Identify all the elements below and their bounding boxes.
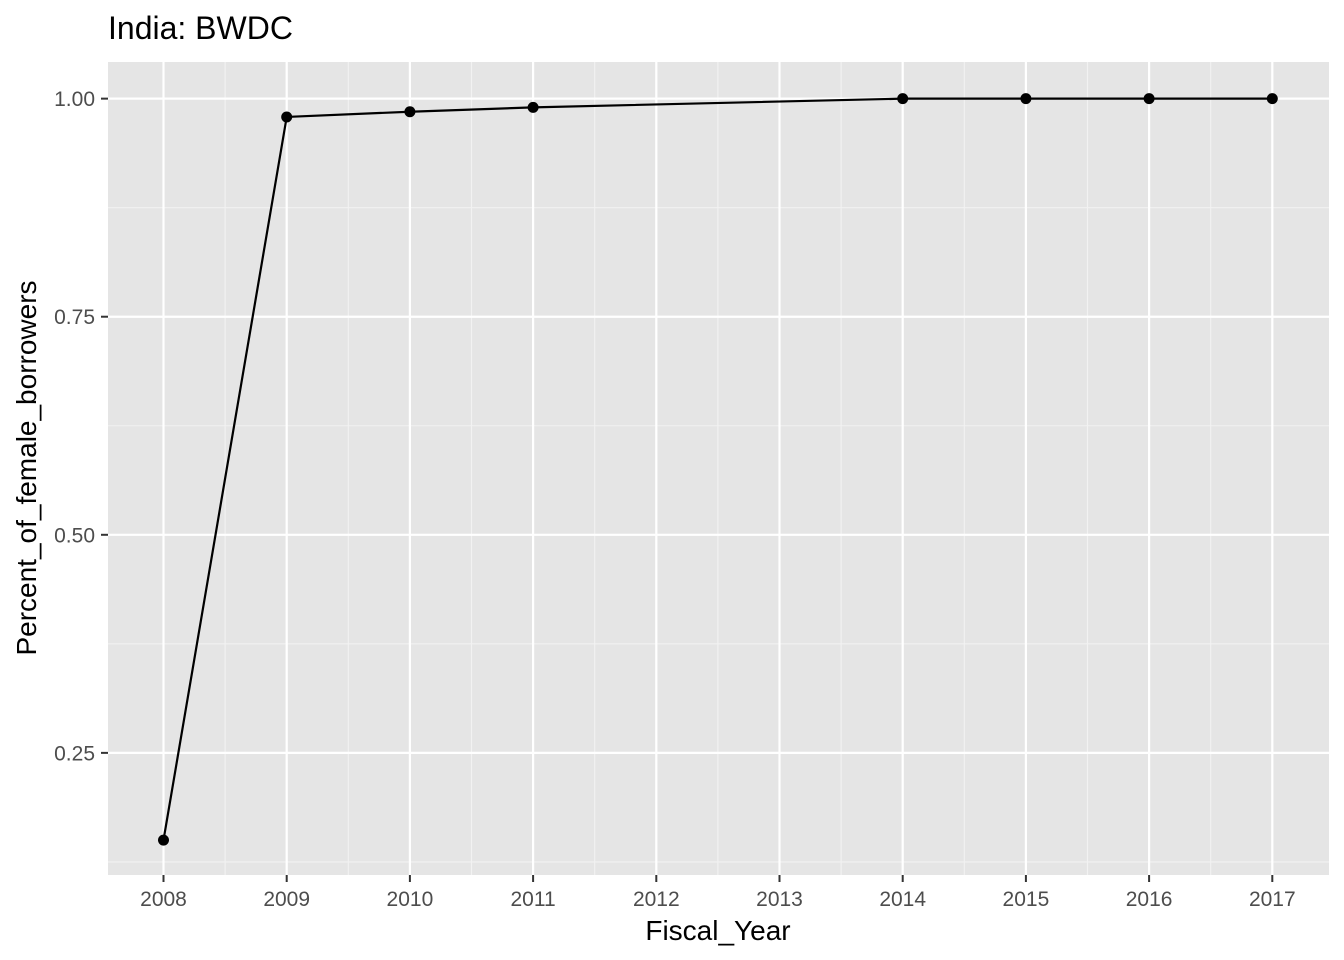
- series-layer: [158, 93, 1278, 846]
- y-axis: 0.25 0.50 0.75 1.00: [54, 88, 108, 765]
- x-tick-label: 2010: [387, 888, 434, 911]
- y-tick-label: 0.50: [54, 524, 95, 547]
- x-tick-label: 2016: [1126, 888, 1173, 911]
- y-tick-label: 0.25: [54, 742, 95, 765]
- grid-minor: [108, 62, 1329, 875]
- data-point-2017: [1266, 93, 1278, 105]
- y-axis-title: Percent_of_female_borrowers: [11, 280, 42, 655]
- x-tick-label: 2011: [511, 888, 556, 911]
- x-tick-label: 2017: [1249, 888, 1296, 911]
- grid-major: [108, 62, 1329, 875]
- x-tick-label: 2009: [263, 888, 310, 911]
- y-tick-label: 0.75: [54, 306, 95, 329]
- x-tick-label: 2013: [756, 888, 803, 911]
- y-tick-label: 1.00: [54, 88, 95, 111]
- data-point-2014: [897, 93, 909, 105]
- x-tick-label: 2012: [633, 888, 680, 911]
- data-point-2010: [404, 106, 416, 118]
- x-tick-label: 2014: [879, 888, 926, 911]
- x-tick-label: 2008: [140, 888, 187, 911]
- data-point-2015: [1020, 93, 1032, 105]
- x-tick-label: 2015: [1003, 888, 1050, 911]
- data-point-2008: [158, 834, 169, 846]
- x-axis-title: Fiscal_Year: [645, 915, 790, 946]
- data-point-2011: [527, 101, 539, 113]
- x-axis: 2008 2009 2010 2011 2012 2013 2014 2015 2016 2017: [140, 875, 1296, 911]
- data-point-2016: [1143, 93, 1155, 105]
- data-point-2009: [281, 111, 293, 123]
- plot-panel: [108, 62, 1329, 875]
- series-line: [162, 97, 1273, 841]
- chart-title: India: BWDC: [108, 10, 293, 46]
